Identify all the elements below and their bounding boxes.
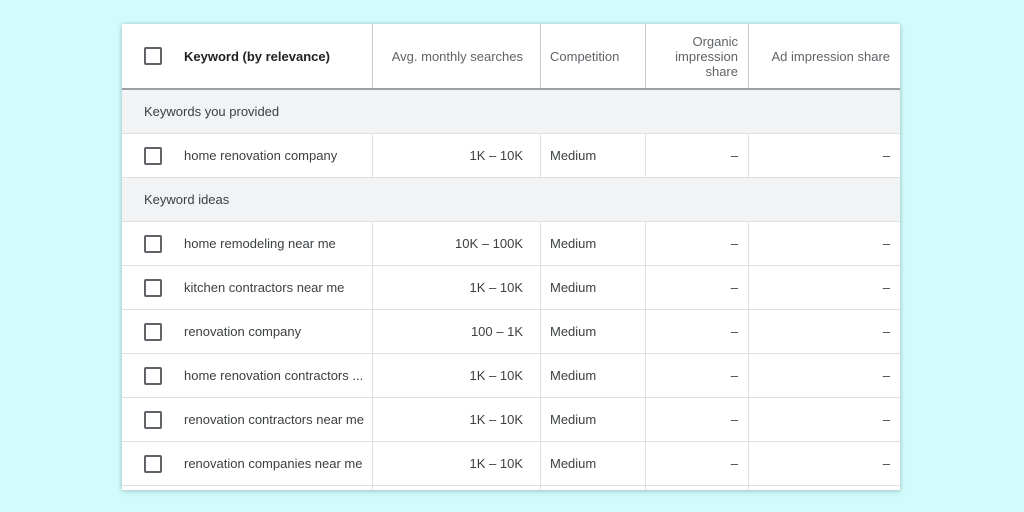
organic-impression-share-column-header[interactable]: Organic impression share — [646, 24, 749, 88]
ad-share-cell: – — [882, 324, 890, 339]
keyword-cell: home renovation company — [122, 134, 373, 177]
competition-cell: Medium — [541, 266, 646, 309]
keyword-cell: home remodeling near me — [122, 222, 373, 265]
ad-share-cell: – — [882, 368, 890, 383]
ad-share-cell: – — [882, 456, 890, 471]
table-row[interactable]: renovation companies near me 1K – 10K Me… — [122, 442, 900, 486]
keyword-column-header[interactable]: Keyword (by relevance) — [122, 24, 373, 88]
avg-monthly-searches-label: Avg. monthly searches — [391, 48, 523, 64]
ad-share-cell: – — [882, 412, 890, 427]
keyword-cell: renovation companies near me — [122, 442, 373, 485]
searches-cell: 1K – 10K — [373, 354, 541, 397]
searches-cell: 1K – 10K — [373, 134, 541, 177]
competition-column-header[interactable]: Competition — [541, 24, 646, 88]
row-checkbox[interactable] — [144, 454, 162, 473]
section-header-provided: Keywords you provided — [122, 90, 900, 134]
competition-cell: Medium — [541, 310, 646, 353]
section-label: Keyword ideas — [144, 192, 230, 207]
table-row[interactable]: renovation company 100 – 1K Medium – – — [122, 310, 900, 354]
ad-share-cell — [749, 486, 900, 490]
ad-share-cell: – — [882, 148, 890, 163]
row-checkbox[interactable] — [144, 366, 162, 385]
keyword-text: renovation companies near me — [184, 456, 363, 471]
organic-share-cell: – — [646, 398, 749, 441]
table-row[interactable]: home remodeling near me 10K – 100K Mediu… — [122, 222, 900, 266]
avg-monthly-searches-column-header[interactable]: Avg. monthly searches — [373, 24, 541, 88]
section-label: Keywords you provided — [144, 104, 280, 119]
table-row[interactable]: kitchen contractors near me 1K – 10K Med… — [122, 266, 900, 310]
competition-cell: Medium — [541, 134, 646, 177]
table-header: Keyword (by relevance) Avg. monthly sear… — [122, 24, 900, 90]
keyword-text: home renovation contractors ... — [184, 368, 364, 383]
keyword-cell: kitchen contractors near me — [122, 266, 373, 309]
ad-impression-share-column-header[interactable]: Ad impression share — [749, 24, 900, 88]
organic-share-cell: – — [646, 310, 749, 353]
keyword-text: home renovation company — [184, 148, 338, 163]
searches-cell: 1K – 10K — [373, 442, 541, 485]
keyword-text: renovation contractors near me — [184, 412, 364, 427]
searches-cell — [373, 486, 541, 490]
competition-cell: Medium — [541, 398, 646, 441]
keyword-cell: home renovation contractors ... — [122, 354, 373, 397]
competition-cell: Medium — [541, 442, 646, 485]
organic-share-cell: – — [646, 354, 749, 397]
competition-label: Competition — [550, 48, 620, 64]
organic-impression-share-label: Organic impression share — [675, 33, 738, 79]
searches-cell: 1K – 10K — [373, 266, 541, 309]
row-checkbox[interactable] — [144, 234, 162, 253]
table-row[interactable]: renovation contractors near me 1K – 10K … — [122, 398, 900, 442]
row-checkbox[interactable] — [144, 322, 162, 341]
keyword-column-label: Keyword (by relevance) — [184, 48, 330, 64]
keyword-text: kitchen contractors near me — [184, 280, 345, 295]
ad-share-cell: – — [882, 280, 890, 295]
organic-share-cell: – — [646, 266, 749, 309]
row-checkbox[interactable] — [144, 410, 162, 429]
organic-share-cell: – — [646, 222, 749, 265]
searches-cell: 100 – 1K — [373, 310, 541, 353]
competition-cell: Medium — [541, 354, 646, 397]
ad-share-cell: – — [882, 236, 890, 251]
keyword-text: home remodeling near me — [184, 236, 336, 251]
organic-share-cell — [646, 486, 749, 490]
select-all-checkbox[interactable] — [144, 47, 162, 65]
table-row[interactable]: home renovation contractors ... 1K – 10K… — [122, 354, 900, 398]
keyword-cell — [122, 486, 373, 490]
keyword-text: renovation company — [184, 324, 302, 339]
table-row[interactable]: home renovation company 1K – 10K Medium … — [122, 134, 900, 178]
row-checkbox[interactable] — [144, 278, 162, 297]
ad-impression-share-label: Ad impression share — [771, 48, 891, 64]
section-header-ideas: Keyword ideas — [122, 178, 900, 222]
organic-share-cell: – — [646, 442, 749, 485]
keyword-cell: renovation contractors near me — [122, 398, 373, 441]
searches-cell: 1K – 10K — [373, 398, 541, 441]
competition-cell — [541, 486, 646, 490]
competition-cell: Medium — [541, 222, 646, 265]
row-checkbox[interactable] — [144, 146, 162, 165]
searches-cell: 10K – 100K — [373, 222, 541, 265]
keyword-results-table: Keyword (by relevance) Avg. monthly sear… — [122, 24, 900, 490]
keyword-cell: renovation company — [122, 310, 373, 353]
table-row-partial — [122, 486, 900, 490]
organic-share-cell: – — [646, 134, 749, 177]
